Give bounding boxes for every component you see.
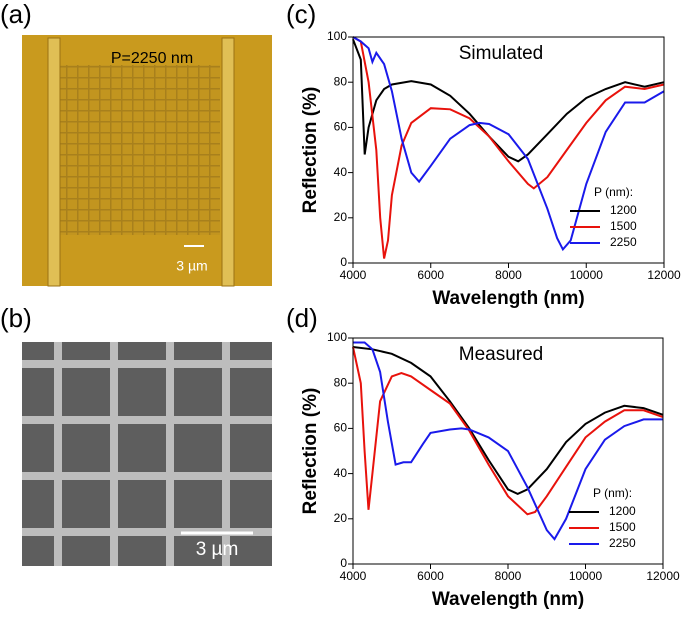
y-tick-label: 40	[334, 466, 348, 480]
x-tick-label: 6000	[417, 268, 444, 282]
series-line	[352, 346, 664, 516]
electrode	[221, 37, 235, 287]
legend-label: 2250	[609, 536, 636, 550]
x-tick-label: 6000	[417, 569, 444, 583]
scale-bar-label: 3 µm	[196, 539, 239, 560]
plot-frame	[352, 337, 664, 565]
legend-label: 2250	[610, 235, 637, 249]
x-axis-label: Wavelength (nm)	[432, 589, 584, 610]
scale-bar-label: 3 µm	[176, 258, 207, 274]
legend-label: 1200	[610, 203, 637, 217]
annotation: Measured	[459, 344, 544, 365]
y-tick-label: 20	[334, 511, 348, 525]
x-tick-label: 12000	[647, 268, 681, 282]
y-tick-label: 80	[334, 375, 348, 389]
legend-label: 1500	[610, 219, 637, 233]
plot-frame	[352, 36, 665, 264]
series-line	[353, 341, 663, 541]
metasurface-array	[60, 65, 220, 235]
x-tick-label: 12000	[646, 569, 680, 583]
image-annotation: P=2250 nm	[111, 50, 193, 67]
y-tick-label: 0	[340, 255, 347, 269]
x-tick-label: 10000	[570, 268, 604, 282]
x-tick-label: 10000	[569, 569, 603, 583]
y-tick-label: 60	[334, 120, 348, 134]
legend-label: 1500	[609, 520, 636, 534]
x-tick-label: 8000	[495, 268, 522, 282]
annotation: Simulated	[459, 43, 544, 64]
sem-image	[22, 342, 272, 566]
electrode	[47, 37, 61, 287]
x-tick-label: 4000	[340, 268, 367, 282]
y-tick-label: 80	[334, 74, 348, 88]
x-axis-label: Wavelength (nm)	[432, 288, 584, 309]
y-tick-label: 100	[327, 29, 347, 43]
legend-label: 1200	[609, 504, 636, 518]
panel-label: (b)	[0, 303, 32, 333]
series-line	[352, 36, 665, 259]
y-tick-label: 60	[334, 421, 348, 435]
panel-label: (a)	[0, 0, 32, 29]
y-tick-label: 100	[327, 330, 347, 344]
y-tick-label: 40	[334, 165, 348, 179]
y-axis-label: Reflection (%)	[300, 87, 321, 214]
y-tick-label: 20	[334, 210, 348, 224]
legend-title: P (nm):	[593, 486, 632, 500]
y-axis-label: Reflection (%)	[300, 388, 321, 515]
y-tick-label: 0	[340, 556, 347, 570]
panel-label: (d)	[286, 303, 318, 333]
series-line	[352, 346, 664, 496]
legend-title: P (nm):	[594, 185, 633, 199]
series-line	[352, 36, 665, 252]
x-tick-label: 4000	[340, 569, 367, 583]
x-tick-label: 8000	[495, 569, 522, 583]
panel-label: (c)	[286, 0, 316, 29]
